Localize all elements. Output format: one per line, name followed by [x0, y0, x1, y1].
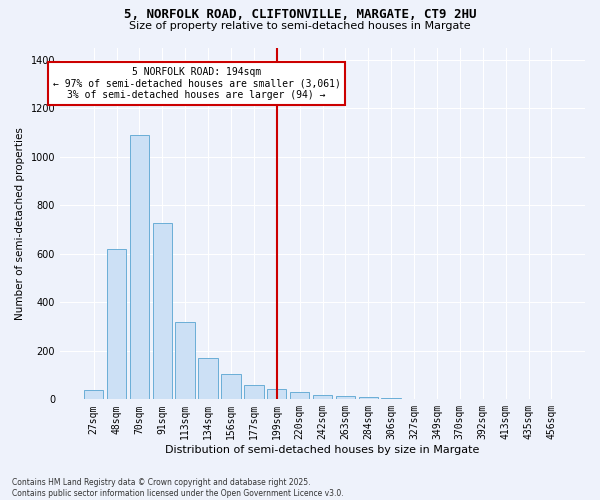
Bar — [175, 322, 195, 400]
Bar — [244, 385, 263, 400]
Text: 5, NORFOLK ROAD, CLIFTONVILLE, MARGATE, CT9 2HU: 5, NORFOLK ROAD, CLIFTONVILLE, MARGATE, … — [124, 8, 476, 20]
Bar — [335, 396, 355, 400]
Text: Contains HM Land Registry data © Crown copyright and database right 2025.
Contai: Contains HM Land Registry data © Crown c… — [12, 478, 344, 498]
Bar — [404, 398, 424, 400]
Text: Size of property relative to semi-detached houses in Margate: Size of property relative to semi-detach… — [129, 21, 471, 31]
Bar — [152, 224, 172, 400]
Bar — [107, 249, 126, 400]
Bar — [199, 358, 218, 400]
Bar — [313, 395, 332, 400]
Bar — [267, 389, 286, 400]
Bar — [359, 397, 378, 400]
Bar — [290, 392, 310, 400]
Text: 5 NORFOLK ROAD: 194sqm
← 97% of semi-detached houses are smaller (3,061)
3% of s: 5 NORFOLK ROAD: 194sqm ← 97% of semi-det… — [53, 67, 341, 100]
Bar — [84, 390, 103, 400]
Bar — [130, 135, 149, 400]
Bar — [221, 374, 241, 400]
X-axis label: Distribution of semi-detached houses by size in Margate: Distribution of semi-detached houses by … — [166, 445, 480, 455]
Bar — [382, 398, 401, 400]
Y-axis label: Number of semi-detached properties: Number of semi-detached properties — [15, 127, 25, 320]
